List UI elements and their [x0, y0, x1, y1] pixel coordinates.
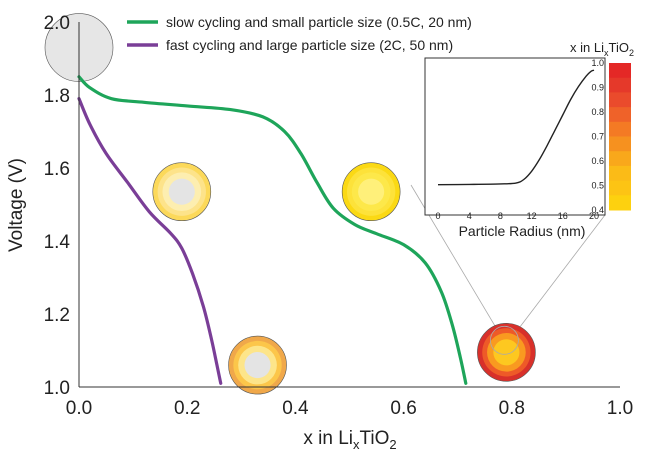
inset-series-line [437, 69, 595, 186]
colorbar-tick-label: 0.9 [591, 83, 604, 93]
inset-frame [424, 57, 606, 216]
inset-plot: 0 4 8 12 16 20 Particle Radius (nm) [424, 57, 606, 239]
particle-mid-fast [152, 162, 212, 222]
colorbar-cells [609, 63, 631, 211]
y-tick-label: 1.0 [44, 378, 70, 399]
main-series-group [77, 75, 468, 385]
x-tick-label: 1.0 [607, 398, 633, 419]
inset-x-axis-title: Particle Radius (nm) [459, 223, 586, 239]
inset-series-group [437, 69, 595, 186]
particle-core [358, 178, 385, 205]
colorbar-tick-label: 0.7 [591, 132, 604, 142]
x-tick-label: 0.6 [390, 398, 416, 419]
zoom-circle [489, 325, 519, 355]
colorbar-cell [609, 92, 631, 108]
particle-mid-slow [341, 162, 401, 222]
colorbar-cell [609, 77, 631, 93]
legend-label-fast: fast cycling and large particle size (2C… [166, 37, 453, 53]
connector-line [520, 214, 606, 327]
inset-x-tick-label: 12 [527, 211, 537, 221]
inset-x-tick-label: 4 [467, 211, 472, 221]
legend-label-slow: slow cycling and small particle size (0.… [166, 14, 472, 30]
y-tick-label: 2.0 [44, 13, 70, 34]
colorbar-cell [609, 195, 631, 211]
colorbar-title: x in LixTiO2 [570, 40, 634, 58]
particle-core [493, 339, 520, 366]
x-tick-label: 0.0 [66, 398, 92, 419]
inset-tick-labels: 0 4 8 12 16 20 [435, 211, 599, 221]
y-tick-label: 1.8 [44, 86, 70, 107]
y-tick-label: 1.4 [44, 232, 71, 253]
series-line-1 [77, 97, 223, 385]
particle-end-fast [228, 335, 287, 395]
x-tick-label: 0.4 [282, 398, 309, 419]
particle-core [244, 352, 271, 379]
colorbar-cell [609, 136, 631, 152]
colorbar-tick-label: 1.0 [591, 58, 604, 68]
particle-core [168, 178, 195, 205]
particles-group [44, 13, 536, 395]
colorbar-cell [609, 151, 631, 167]
series-line-0 [77, 75, 468, 385]
main-tick-labels: 0.0 0.2 0.4 0.6 0.8 1.0 1.0 1.2 1.4 1.6 1.8 2.0 [44, 13, 634, 419]
y-axis-title: Voltage (V) [6, 158, 27, 252]
colorbar-cell [609, 63, 631, 79]
inset-x-tick-label: 0 [435, 211, 440, 221]
colorbar-cell [609, 121, 631, 137]
y-tick-label: 1.6 [44, 159, 70, 180]
colorbar-cell [609, 107, 631, 123]
x-axis-title: x in LixTiO2 [303, 428, 396, 452]
colorbar-cell [609, 165, 631, 182]
colorbar: x in LixTiO2 1.0 0.9 0.8 0.7 0.6 0.5 0.4 [570, 40, 634, 215]
x-tick-label: 0.8 [499, 398, 525, 419]
colorbar-cell [609, 180, 631, 196]
inset-x-tick-label: 8 [498, 211, 503, 221]
colorbar-tick-label: 0.4 [591, 205, 604, 215]
colorbar-tick-label: 0.5 [591, 181, 604, 191]
y-tick-label: 1.2 [44, 305, 70, 326]
particle-end-slow [477, 323, 536, 382]
inset-x-tick-label: 16 [558, 211, 568, 221]
main-axes [78, 22, 620, 388]
x-tick-label: 0.2 [174, 398, 200, 419]
colorbar-tick-label: 0.8 [591, 107, 604, 117]
colorbar-tick-labels: 1.0 0.9 0.8 0.7 0.6 0.5 0.4 [591, 58, 604, 215]
legend: slow cycling and small particle size (0.… [127, 14, 472, 53]
inset-x-tick-label: 20 [589, 211, 599, 221]
colorbar-tick-label: 0.6 [591, 156, 604, 166]
